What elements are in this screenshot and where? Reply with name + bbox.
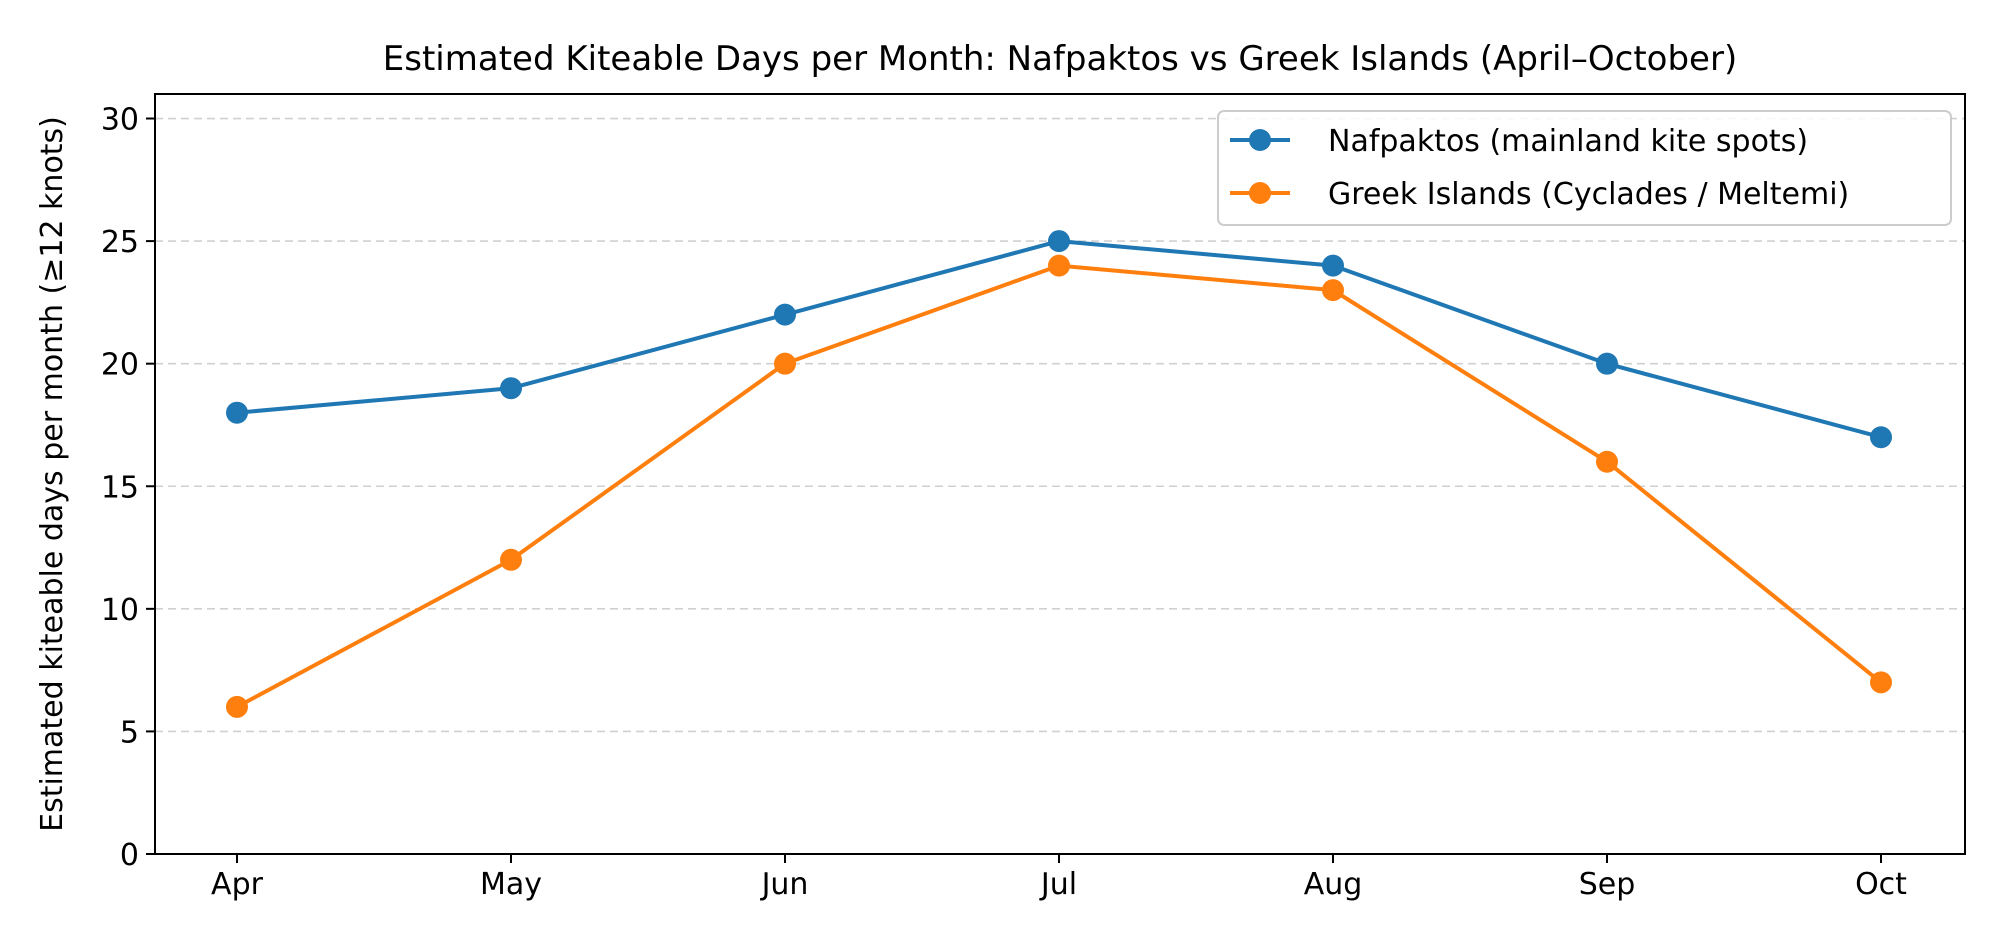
x-tick-label: Jul	[1039, 867, 1077, 902]
legend: Nafpaktos (mainland kite spots) Greek Isl…	[1217, 110, 1952, 226]
legend-marker-swatch	[1249, 129, 1271, 151]
legend-box	[1217, 110, 1952, 226]
data-point-apr	[226, 401, 248, 424]
x-tick-label: Jun	[760, 867, 809, 902]
chart-title: Estimated Kiteable Days per Month: Nafpa…	[383, 39, 1737, 79]
data-point-sep	[1596, 450, 1618, 473]
x-tick-label: Sep	[1579, 867, 1636, 902]
data-point-jun	[774, 303, 796, 326]
data-point-aug	[1322, 279, 1344, 302]
x-tick-label: Aug	[1304, 867, 1363, 902]
legend-item-1: Nafpaktos (mainland kite spots)	[1230, 124, 1808, 159]
y-tick-label: 10	[101, 593, 139, 628]
data-point-sep	[1596, 352, 1618, 375]
data-point-jun	[774, 352, 796, 375]
data-point-jul	[1048, 230, 1070, 253]
y-tick-label: 15	[101, 470, 139, 505]
y-axis-label: Estimated kiteable days per month (≥12 k…	[35, 116, 70, 832]
x-tick-label: Apr	[211, 867, 264, 902]
legend-item-2: Greek Islands (Cyclades / Meltemi)	[1230, 177, 1849, 212]
y-tick-label: 30	[101, 103, 139, 138]
data-point-may	[500, 548, 522, 571]
data-point-apr	[226, 695, 248, 718]
data-point-aug	[1322, 254, 1344, 277]
data-point-jul	[1048, 254, 1070, 277]
data-point-oct	[1870, 671, 1892, 694]
legend-label: Greek Islands (Cyclades / Meltemi)	[1328, 177, 1849, 212]
y-tick-label: 0	[120, 838, 139, 873]
plot-series	[226, 230, 1892, 718]
legend-marker-swatch	[1249, 182, 1271, 204]
data-point-oct	[1870, 426, 1892, 449]
y-tick-label: 20	[101, 348, 139, 383]
legend-label: Nafpaktos (mainland kite spots)	[1328, 124, 1808, 159]
y-tick-label: 25	[101, 225, 139, 260]
axes: 0 5 10 15 20 25 30 Apr May Jun Jul Aug Sep Oct	[101, 103, 1907, 902]
series-1	[226, 230, 1892, 449]
x-tick-label: Oct	[1855, 867, 1907, 902]
series-2	[226, 254, 1892, 718]
y-tick-label: 5	[120, 715, 139, 750]
x-tick-label: May	[480, 867, 542, 902]
data-point-may	[500, 377, 522, 400]
